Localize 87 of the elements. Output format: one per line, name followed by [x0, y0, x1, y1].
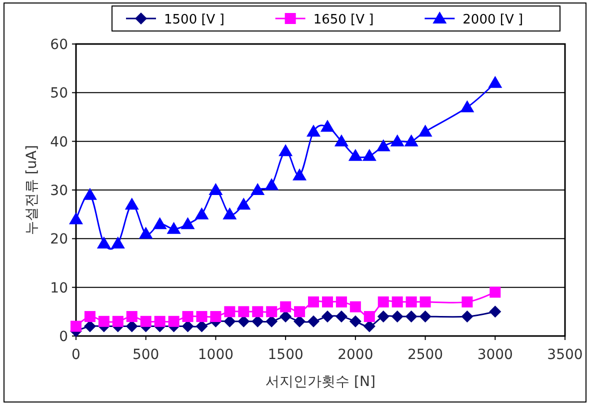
point — [392, 296, 403, 308]
point — [462, 296, 473, 308]
y-tick-label: 40 — [50, 134, 68, 150]
point — [166, 222, 181, 234]
point — [461, 310, 474, 323]
point — [377, 310, 390, 323]
point — [152, 217, 167, 230]
point — [490, 286, 501, 298]
point — [110, 236, 125, 249]
point — [196, 311, 208, 322]
point — [84, 311, 96, 322]
x-axis-title: 서지인가횟수 [N] — [266, 374, 376, 390]
legend-label: 1650 [V ] — [313, 12, 374, 28]
point — [280, 301, 292, 312]
point — [349, 315, 362, 328]
point — [308, 296, 320, 308]
y-tick-label: 20 — [50, 232, 68, 248]
point — [406, 296, 417, 308]
point — [280, 310, 292, 323]
point — [322, 296, 333, 308]
point — [238, 306, 250, 318]
point — [98, 316, 110, 327]
point — [364, 311, 375, 322]
point — [460, 100, 474, 112]
point — [96, 236, 111, 249]
point — [418, 124, 432, 137]
x-tick-label: 2000 — [338, 347, 374, 363]
legend-label: 1500 [V ] — [164, 12, 224, 28]
point — [124, 198, 139, 210]
x-tick-label: 500 — [132, 347, 160, 363]
point — [362, 148, 376, 161]
point — [82, 188, 97, 200]
point — [420, 296, 431, 308]
point — [391, 310, 404, 323]
x-tick-label: 0 — [72, 347, 80, 363]
point — [348, 148, 362, 161]
point — [140, 316, 152, 327]
point — [266, 306, 278, 318]
point — [489, 306, 502, 318]
point — [182, 311, 194, 322]
point — [210, 311, 222, 322]
point — [70, 320, 82, 332]
point — [168, 316, 180, 327]
legend-label: 2000 [V ] — [462, 12, 524, 28]
point — [336, 296, 347, 308]
point — [350, 301, 361, 312]
point — [208, 183, 223, 195]
x-tick-label: 2500 — [407, 347, 444, 363]
point — [194, 207, 209, 220]
point — [405, 310, 418, 323]
point — [224, 306, 236, 318]
point — [376, 139, 390, 152]
point — [264, 178, 279, 190]
point — [112, 316, 124, 327]
x-tick-label: 1000 — [198, 347, 234, 363]
point — [154, 316, 166, 327]
y-tick-label: 0 — [59, 329, 68, 345]
point — [292, 168, 307, 180]
y-axis-title: 누설전류 [uA] — [24, 145, 40, 235]
point — [488, 76, 502, 88]
point — [294, 306, 306, 318]
y-tick-label: 10 — [50, 280, 68, 296]
point — [320, 120, 334, 132]
point — [321, 310, 334, 323]
x-tick-label: 1500 — [268, 347, 304, 363]
point — [334, 134, 348, 146]
point — [419, 310, 432, 323]
point — [126, 311, 138, 322]
y-tick-label: 50 — [50, 86, 68, 102]
point — [138, 226, 153, 239]
point — [404, 134, 418, 146]
point — [308, 315, 320, 328]
point — [250, 183, 265, 195]
y-tick-label: 60 — [50, 37, 68, 53]
point — [378, 296, 389, 308]
point — [306, 124, 321, 137]
x-tick-label: 3000 — [477, 347, 513, 363]
point — [69, 212, 83, 224]
y-tick-label: 30 — [50, 183, 68, 199]
point — [252, 306, 264, 318]
point — [236, 198, 251, 210]
point — [180, 217, 195, 230]
point — [390, 134, 404, 146]
point — [335, 310, 348, 323]
x-tick-label: 3500 — [547, 347, 583, 363]
point — [278, 144, 293, 156]
point — [222, 207, 237, 220]
